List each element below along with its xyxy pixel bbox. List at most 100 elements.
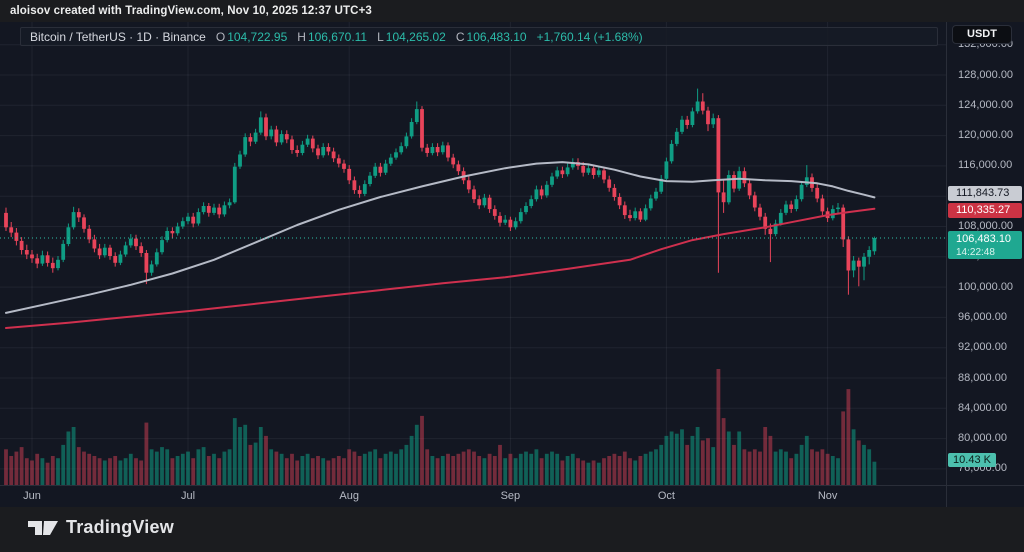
candle-down [264, 117, 268, 137]
time-scale[interactable]: Jun Jul Aug Sep Oct Nov [0, 486, 946, 507]
candle-down [706, 110, 710, 125]
volume-bar [76, 447, 81, 485]
candle-up [388, 157, 393, 164]
candle-down [856, 260, 861, 267]
attribution-bar: aloisov created with TradingView.com, No… [0, 0, 1024, 22]
candle-up [269, 129, 274, 137]
candle-up [56, 259, 60, 269]
volume-bar [612, 453, 617, 485]
candle-down [378, 166, 383, 173]
volume-bar [165, 449, 170, 485]
candle-down [789, 204, 794, 209]
volume-bar [326, 460, 331, 485]
ma-gray-line [5, 161, 876, 314]
price-tick-label: 124,000.00 [958, 98, 1014, 111]
candle-up [664, 161, 669, 179]
volume-bar [139, 460, 144, 485]
candle-up [305, 138, 310, 145]
volume-bar [253, 442, 258, 485]
volume-bar [144, 422, 149, 485]
volume-bar [529, 453, 534, 485]
volume-bar [456, 453, 461, 485]
time-axis-separator [0, 485, 1024, 486]
volume-bar [607, 456, 612, 485]
candle-up [773, 223, 778, 235]
last-price-label: 106,483.10 14:22:48 [948, 230, 1022, 259]
candle-down [487, 197, 492, 210]
candle-up [66, 227, 71, 244]
candle-down [4, 212, 8, 228]
currency-toggle-usdt[interactable]: USDT [952, 25, 1012, 44]
price-scale[interactable]: USDT 111,843.73 110,335.27 106,483.10 14… [946, 22, 1024, 507]
volume-bar [243, 424, 248, 485]
volume-bar [394, 453, 398, 485]
candle-down [30, 254, 34, 259]
volume-bar [113, 456, 118, 485]
candle-down [451, 157, 456, 165]
candle-up [794, 199, 799, 209]
volume-bar [586, 462, 591, 485]
volume-bar [118, 460, 123, 485]
volume-bar [836, 458, 840, 485]
volume-bar [846, 389, 851, 485]
volume-bar [160, 447, 164, 485]
volume-bar [196, 449, 201, 485]
volume-bar [789, 458, 794, 485]
volume-bar [191, 458, 196, 485]
candle-down [841, 207, 846, 240]
candle-down [820, 198, 825, 212]
volume-bar [264, 435, 268, 485]
volume-bar [274, 451, 279, 486]
candle-up [778, 212, 783, 224]
candle-up [165, 231, 170, 241]
volume-bar [295, 460, 300, 485]
volume-bar [212, 453, 216, 485]
candle-down [581, 165, 586, 173]
symbol-title[interactable]: Bitcoin / TetherUS · 1D · Binance [30, 29, 206, 44]
volume-bar [19, 447, 24, 485]
volume-bar [856, 440, 861, 485]
candle-up [362, 184, 367, 194]
candle-up [232, 166, 237, 203]
volume-bar [591, 460, 596, 485]
tradingview-logo[interactable]: TradingView [28, 517, 174, 538]
footer: TradingView [0, 507, 1024, 552]
candle-down [758, 207, 762, 217]
candle-up [160, 240, 164, 253]
candle-up [513, 221, 518, 228]
volume-bar [321, 458, 326, 485]
candle-up [253, 132, 258, 142]
volume-bar [498, 444, 502, 485]
volume-bar [430, 456, 435, 485]
candle-down [742, 171, 747, 184]
volume-bar [825, 453, 830, 485]
candle-down [700, 101, 705, 111]
month-label: Jun [23, 490, 41, 502]
volume-bar [4, 449, 8, 485]
volume-bar [508, 453, 513, 485]
volume-bar [544, 453, 549, 485]
symbol-legend: Bitcoin / TetherUS · 1D · Binance O 104,7… [20, 27, 938, 46]
volume-bar [404, 444, 409, 485]
candle-up [394, 152, 398, 158]
volume-bar [648, 451, 653, 486]
candle-up [669, 143, 674, 162]
candle-up [279, 134, 284, 143]
price-tick-label: 100,000.00 [958, 280, 1014, 293]
ohlc-low: L 104,265.02 [377, 29, 446, 44]
volume-bar [300, 456, 305, 485]
candle-up [440, 145, 445, 153]
candle-up [40, 255, 45, 264]
candle-up [550, 176, 554, 185]
candle-down [622, 205, 627, 216]
volume-bar [664, 435, 669, 485]
ma-red-line [5, 207, 876, 329]
volume-bar [695, 427, 700, 485]
volume-bar [539, 458, 544, 485]
candle-up [482, 197, 487, 206]
volume-bar [290, 453, 294, 485]
candle-up [690, 111, 695, 125]
volume-bar [570, 453, 575, 485]
volume-bar [232, 418, 237, 485]
